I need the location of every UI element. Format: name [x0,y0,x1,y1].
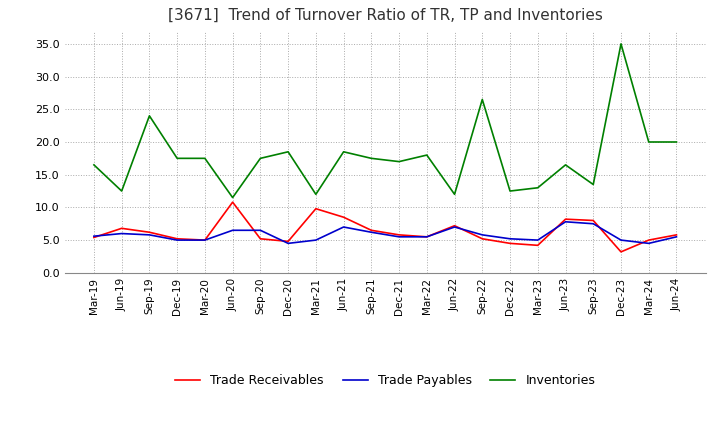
Inventories [672,139,681,145]
Inventories [505,188,514,194]
Trade Payables [284,241,292,246]
Line: Trade Payables: Trade Payables [94,222,677,243]
Trade Payables [616,238,625,243]
Trade Receivables [672,232,681,238]
Inventories [145,113,154,118]
Inventories [228,195,237,200]
Trade Payables [450,224,459,230]
Title: [3671]  Trend of Turnover Ratio of TR, TP and Inventories: [3671] Trend of Turnover Ratio of TR, TP… [168,7,603,23]
Trade Receivables [145,230,154,235]
Trade Payables [478,232,487,238]
Inventories [561,162,570,168]
Trade Payables [561,219,570,224]
Line: Trade Receivables: Trade Receivables [94,202,677,252]
Inventories [478,97,487,102]
Inventories [89,162,98,168]
Trade Receivables [534,243,542,248]
Trade Payables [589,221,598,227]
Inventories [367,156,376,161]
Inventories [534,185,542,191]
Trade Payables [145,232,154,238]
Inventories [256,156,265,161]
Trade Receivables [201,238,210,243]
Trade Receivables [367,227,376,233]
Trade Receivables [89,235,98,240]
Trade Payables [644,241,653,246]
Inventories [589,182,598,187]
Trade Receivables [478,236,487,242]
Trade Payables [395,234,403,239]
Trade Payables [312,238,320,243]
Trade Receivables [339,215,348,220]
Trade Receivables [173,236,181,242]
Inventories [616,41,625,47]
Trade Payables [505,236,514,242]
Legend: Trade Receivables, Trade Payables, Inventories: Trade Receivables, Trade Payables, Inven… [170,370,600,392]
Trade Payables [117,231,126,236]
Trade Receivables [312,206,320,211]
Inventories [312,192,320,197]
Trade Payables [228,227,237,233]
Inventories [644,139,653,145]
Trade Payables [672,234,681,239]
Trade Receivables [117,226,126,231]
Inventories [395,159,403,164]
Trade Payables [89,234,98,239]
Trade Receivables [589,218,598,223]
Inventories [450,192,459,197]
Trade Receivables [423,234,431,239]
Trade Payables [339,224,348,230]
Trade Receivables [616,249,625,254]
Trade Payables [173,238,181,243]
Trade Payables [534,238,542,243]
Trade Receivables [228,199,237,205]
Inventories [201,156,210,161]
Trade Receivables [505,241,514,246]
Trade Receivables [256,236,265,242]
Trade Payables [201,238,210,243]
Inventories [339,149,348,154]
Inventories [117,188,126,194]
Trade Receivables [284,239,292,244]
Trade Payables [367,230,376,235]
Trade Receivables [644,238,653,243]
Inventories [423,152,431,158]
Trade Receivables [395,232,403,238]
Line: Inventories: Inventories [94,44,677,198]
Trade Receivables [450,223,459,228]
Trade Payables [256,227,265,233]
Inventories [173,156,181,161]
Trade Payables [423,234,431,239]
Trade Receivables [561,216,570,222]
Inventories [284,149,292,154]
